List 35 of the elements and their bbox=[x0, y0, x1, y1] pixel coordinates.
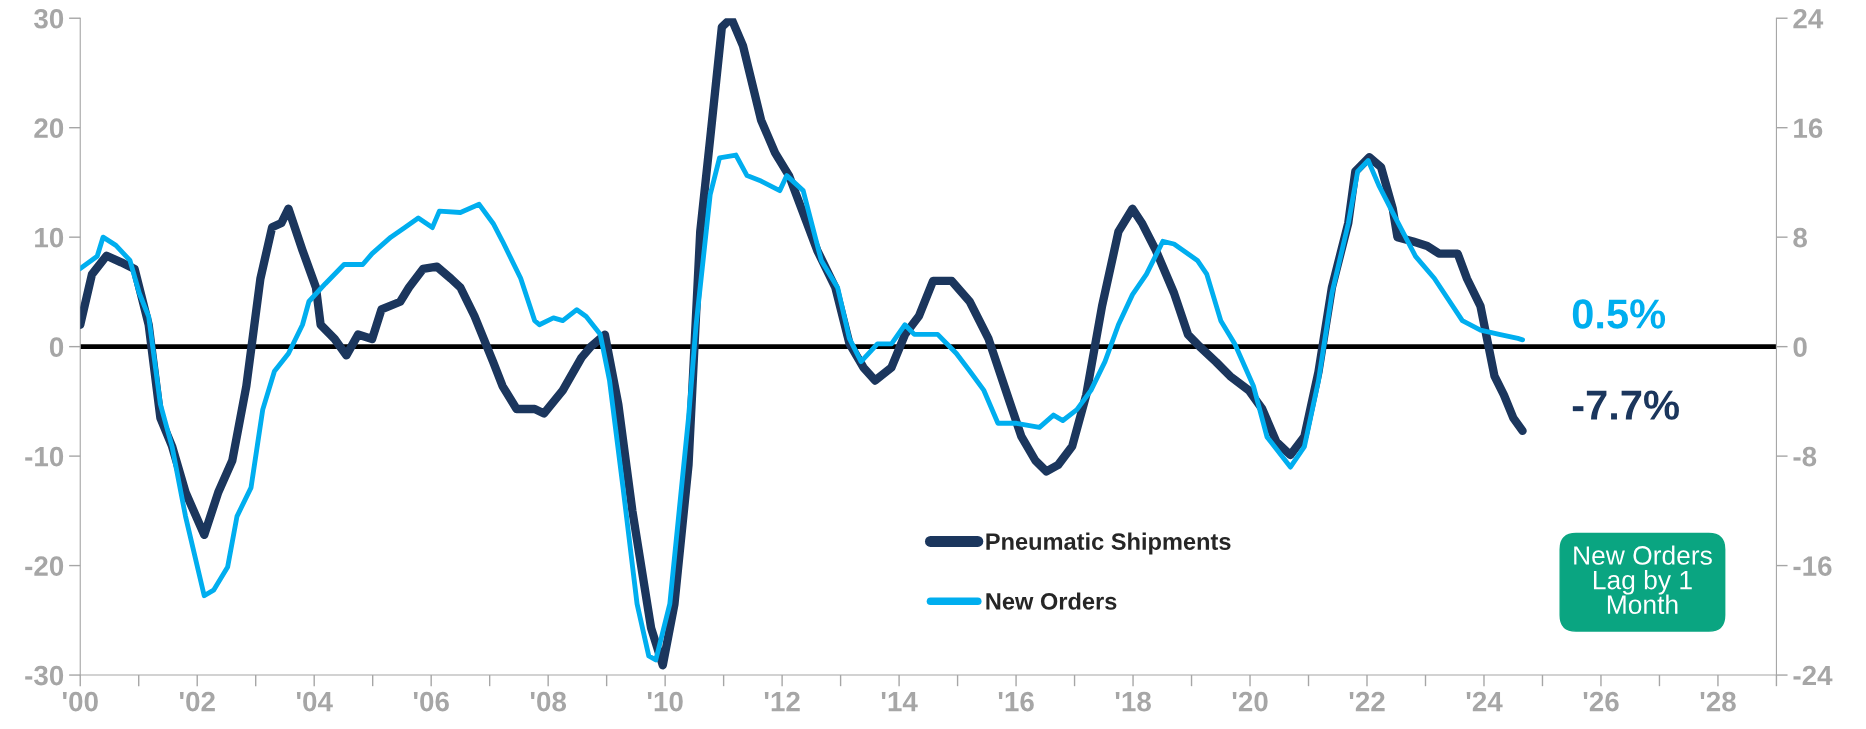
y2-tick-label: 16 bbox=[1794, 118, 1823, 139]
annotation: New Orders Lag by 1 Month bbox=[1574, 545, 1712, 615]
legend-label: Pneumatic Shipments bbox=[986, 532, 1231, 555]
x-tick-label: '26 bbox=[1583, 691, 1619, 712]
y-tick-label: -20 bbox=[25, 556, 64, 576]
x-tick-label: '00 bbox=[62, 691, 98, 712]
line-series bbox=[80, 152, 1526, 663]
annotation: -7.7% bbox=[1572, 390, 1679, 420]
y-tick-label: -30 bbox=[25, 665, 64, 686]
x-tick-label: '24 bbox=[1466, 691, 1503, 712]
y-tick-label: -10 bbox=[25, 446, 64, 467]
x-tick-label: '18 bbox=[1115, 691, 1151, 712]
y2-tick-label: 24 bbox=[1793, 8, 1824, 29]
annotation: 0.5% bbox=[1572, 299, 1666, 329]
y2-tick-label: 0 bbox=[1793, 337, 1807, 357]
x-tick-label: '16 bbox=[998, 691, 1034, 712]
y2-tick-label: -8 bbox=[1793, 446, 1817, 467]
y-tick-label: 0 bbox=[49, 337, 64, 357]
x-tick-label: '12 bbox=[764, 691, 800, 712]
x-tick-label: '14 bbox=[881, 692, 918, 712]
y-tick-label: 20 bbox=[34, 118, 64, 139]
x-tick-label: '02 bbox=[179, 691, 215, 712]
legend-label: New Orders bbox=[986, 592, 1117, 610]
y-tick-label: 10 bbox=[35, 227, 64, 248]
y2-tick-label: -24 bbox=[1793, 665, 1833, 686]
x-tick-label: '08 bbox=[530, 691, 567, 712]
y-tick-label: 30 bbox=[34, 8, 64, 29]
y2-tick-label: 8 bbox=[1793, 227, 1807, 248]
x-tick-label: '10 bbox=[647, 691, 683, 712]
x-tick-label: '04 bbox=[296, 691, 333, 712]
y2-tick-label: -16 bbox=[1793, 556, 1832, 576]
x-tick-label: '06 bbox=[413, 691, 449, 712]
x-tick-label: '28 bbox=[1700, 691, 1736, 712]
x-tick-label: '22 bbox=[1349, 691, 1385, 712]
x-tick-label: '20 bbox=[1232, 691, 1268, 712]
